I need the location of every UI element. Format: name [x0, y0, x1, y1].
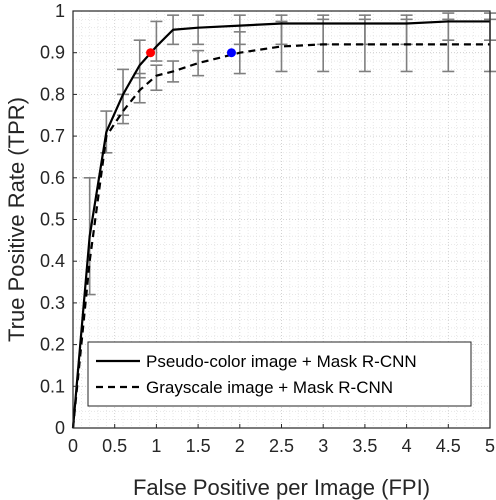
x-tick-label: 5	[485, 436, 495, 456]
y-tick-label: 0	[55, 418, 65, 438]
y-tick-label: 0.3	[40, 293, 65, 313]
y-tick-label: 0.1	[40, 376, 65, 396]
x-tick-label: 2	[235, 436, 245, 456]
y-tick-label: 0.2	[40, 335, 65, 355]
y-tick-label: 0.5	[40, 210, 65, 230]
highlight-markers	[146, 48, 236, 58]
y-tick-label: 0.7	[40, 126, 65, 146]
error-bars	[83, 12, 496, 296]
y-tick-label: 1	[55, 1, 65, 21]
x-tick-label: 2.5	[269, 436, 294, 456]
y-tick-label: 0.8	[40, 84, 65, 104]
x-tick-label: 3.5	[352, 436, 377, 456]
series-lines	[71, 20, 490, 429]
x-tick-label: 0	[68, 436, 78, 456]
y-tick-label: 0.9	[40, 43, 65, 63]
x-tick-label: 4.5	[436, 436, 461, 456]
x-tick-label: 3	[318, 436, 328, 456]
y-tick-label: 0.4	[40, 251, 65, 271]
x-tick-label: 1.5	[186, 436, 211, 456]
legend-label-grayscale: Grayscale image + Mask R-CNN	[146, 378, 393, 397]
series-line-grayscale	[71, 43, 490, 429]
x-tick-label: 0.5	[102, 436, 127, 456]
legend: Pseudo-color image + Mask R-CNN Grayscal…	[87, 341, 472, 407]
tick-labels: 0 0.5 1 1.5 2 2.5 3 3.5 4 4.5 5 0 0.1 0.2 0.3 0.4 0.5 0.6…	[40, 1, 495, 456]
series-line-pseudo-color	[71, 20, 490, 429]
legend-label-pseudo-color: Pseudo-color image + Mask R-CNN	[146, 352, 417, 371]
legend-box	[87, 341, 472, 407]
x-axis-label: False Positive per Image (FPI)	[133, 475, 430, 500]
red-marker	[146, 48, 156, 58]
y-tick-label: 0.6	[40, 168, 65, 188]
grid	[73, 11, 490, 428]
blue-marker	[226, 48, 236, 58]
x-tick-label: 4	[402, 436, 412, 456]
x-tick-label: 1	[151, 436, 161, 456]
y-axis-label: True Positive Rate (TPR)	[4, 97, 29, 342]
